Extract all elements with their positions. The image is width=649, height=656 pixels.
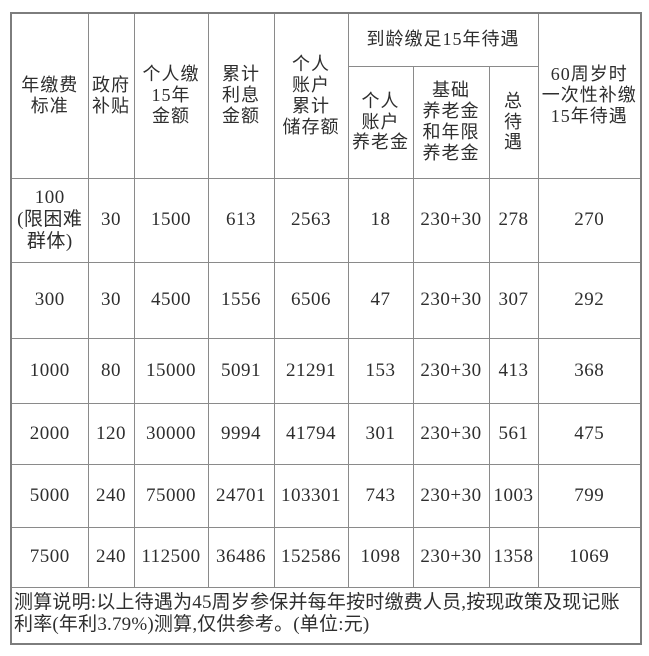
cell-total-benefit: 278 (488, 177, 539, 263)
cell-interest: 36486 (207, 526, 275, 588)
pension-benefit-table: 年缴费 标准 政府 补贴 个人缴 15年 金额 累计 利息 金额 个人 账户 累… (10, 12, 643, 645)
cell-total-benefit: 561 (488, 402, 539, 465)
cell-account-pension: 301 (347, 402, 414, 465)
cell-age60-makeup: 368 (537, 337, 642, 404)
cell-account-pension: 18 (347, 177, 414, 263)
cell-interest: 9994 (207, 402, 275, 465)
cell-annual-standard: 7500 (10, 526, 89, 588)
cell-personal-15yr: 112500 (133, 526, 209, 588)
cell-total-benefit: 307 (488, 261, 539, 339)
cell-subsidy: 30 (87, 177, 135, 263)
table-body: 100 (限困难 群体) 30 1500 613 2563 18 230+30 … (10, 177, 642, 588)
cell-personal-15yr: 30000 (133, 402, 209, 465)
cell-basic-pension: 230+30 (412, 177, 490, 263)
cell-account-pension: 1098 (347, 526, 414, 588)
header-accumulated-interest: 累计 利息 金额 (207, 12, 275, 179)
cell-account-savings: 152586 (273, 526, 349, 588)
cell-personal-15yr: 75000 (133, 463, 209, 528)
cell-age60-makeup: 799 (537, 463, 642, 528)
cell-interest: 1556 (207, 261, 275, 339)
cell-basic-pension: 230+30 (412, 526, 490, 588)
header-personal-15yr-amount: 个人缴 15年 金额 (133, 12, 209, 179)
cell-subsidy: 120 (87, 402, 135, 465)
cell-basic-pension: 230+30 (412, 463, 490, 528)
footnote-row: 测算说明:以上待遇为45周岁参保并每年按时缴费人员,按现政策及现记账利率(年利3… (10, 586, 642, 645)
header-group-benefit-15yr: 到龄缴足15年待遇 (347, 12, 539, 67)
cell-annual-standard: 300 (10, 261, 89, 339)
table-row: 2000 120 30000 9994 41794 301 230+30 561… (10, 402, 642, 465)
cell-basic-pension: 230+30 (412, 402, 490, 465)
cell-subsidy: 30 (87, 261, 135, 339)
cell-basic-pension: 230+30 (412, 337, 490, 404)
cell-annual-standard: 2000 (10, 402, 89, 465)
header-personal-account-pension: 个人 账户 养老金 (347, 65, 414, 179)
header-row-sub: 个人 账户 养老金 基础 养老金 和年限 养老金 总 待 遇 (11, 65, 641, 179)
cell-age60-makeup: 270 (537, 177, 642, 263)
table-row: 1000 80 15000 5091 21291 153 230+30 413 … (10, 337, 642, 404)
header-personal-account-total-savings: 个人 账户 累计 储存额 (273, 12, 349, 179)
cell-subsidy: 240 (87, 526, 135, 588)
cell-basic-pension: 230+30 (412, 261, 490, 339)
cell-annual-standard: 1000 (10, 337, 89, 404)
cell-account-savings: 21291 (273, 337, 349, 404)
cell-account-pension: 153 (347, 337, 414, 404)
cell-age60-makeup: 475 (537, 402, 642, 465)
header-annual-payment-standard: 年缴费 标准 (10, 12, 89, 179)
table-row: 100 (限困难 群体) 30 1500 613 2563 18 230+30 … (10, 177, 642, 263)
header-total-benefit: 总 待 遇 (488, 65, 539, 179)
cell-account-savings: 2563 (273, 177, 349, 263)
calculation-note: 测算说明:以上待遇为45周岁参保并每年按时缴费人员,按现政策及现记账利率(年利3… (10, 586, 642, 645)
cell-total-benefit: 1003 (488, 463, 539, 528)
cell-interest: 613 (207, 177, 275, 263)
cell-account-pension: 743 (347, 463, 414, 528)
header-government-subsidy: 政府 补贴 (87, 12, 135, 179)
cell-age60-makeup: 292 (537, 261, 642, 339)
table-header: 年缴费 标准 政府 补贴 个人缴 15年 金额 累计 利息 金额 个人 账户 累… (10, 12, 642, 179)
cell-annual-standard: 5000 (10, 463, 89, 528)
header-basic-and-seniority-pension: 基础 养老金 和年限 养老金 (412, 65, 490, 179)
cell-account-savings: 103301 (273, 463, 349, 528)
cell-account-savings: 41794 (273, 402, 349, 465)
cell-age60-makeup: 1069 (537, 526, 642, 588)
table-row: 300 30 4500 1556 6506 47 230+30 307 292 (10, 261, 642, 339)
cell-personal-15yr: 1500 (133, 177, 209, 263)
table-footer: 测算说明:以上待遇为45周岁参保并每年按时缴费人员,按现政策及现记账利率(年利3… (10, 586, 642, 645)
header-age60-onetime-makeup: 60周岁时 一次性补缴 15年待遇 (537, 12, 642, 179)
cell-interest: 24701 (207, 463, 275, 528)
cell-personal-15yr: 15000 (133, 337, 209, 404)
cell-subsidy: 80 (87, 337, 135, 404)
table-row: 7500 240 112500 36486 152586 1098 230+30… (10, 526, 642, 588)
table-row: 5000 240 75000 24701 103301 743 230+30 1… (10, 463, 642, 528)
cell-total-benefit: 413 (488, 337, 539, 404)
header-row-group: 年缴费 标准 政府 补贴 个人缴 15年 金额 累计 利息 金额 个人 账户 累… (10, 12, 642, 179)
cell-annual-standard: 100 (限困难 群体) (10, 177, 89, 263)
cell-subsidy: 240 (87, 463, 135, 528)
cell-account-savings: 6506 (273, 261, 349, 339)
cell-total-benefit: 1358 (488, 526, 539, 588)
cell-account-pension: 47 (347, 261, 414, 339)
cell-personal-15yr: 4500 (133, 261, 209, 339)
cell-interest: 5091 (207, 337, 275, 404)
